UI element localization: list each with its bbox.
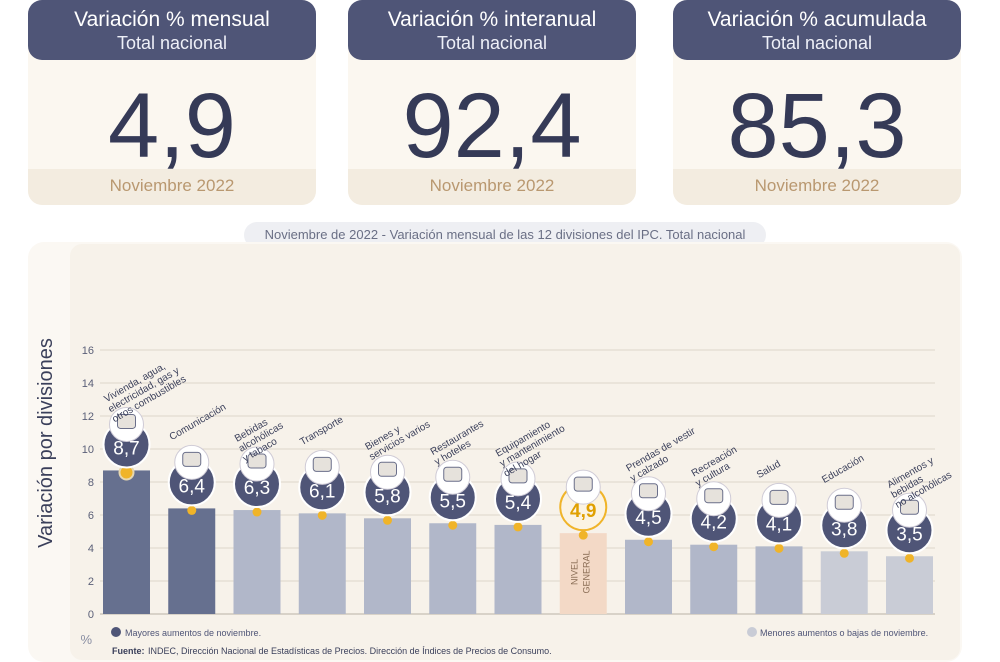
value-dot [578,530,588,540]
umbrella-icon-glyph [704,488,724,504]
medkit-icon-glyph [769,489,789,505]
caption-date: Noviembre de 2022 [264,227,379,242]
bar [103,470,150,614]
phone-icon-glyph [182,451,202,467]
y-axis-label: Variación por divisiones [35,338,57,548]
value-label: 4,9 [570,501,596,522]
legend-label: Mayores aumentos de noviembre. [125,628,261,638]
value-dot [905,553,914,563]
card-monthly: Variación % mensual Total nacional 4,9 N… [28,0,316,205]
value-dot [513,522,523,532]
card-value: 92,4 [402,75,582,177]
bar [494,524,542,614]
card-subtitle: Total nacional [436,33,548,53]
y-tick-label: 12 [82,411,94,423]
scissors-icon-glyph [378,461,397,477]
source-label: Fuente: [112,646,145,656]
card-interannual: Variación % interanual Total nacional 92… [348,0,636,205]
category-label: GENERAL [581,550,591,593]
y-tick-label: 4 [88,543,94,555]
washer-icon-glyph [508,468,528,484]
y-tick-label: 0 [88,609,94,621]
bar [559,533,607,614]
card-header: Variación % acumulada Total nacional [673,0,961,60]
y-unit-label: % [80,632,92,647]
category-label: Salud [755,459,783,481]
card-value: 85,3 [727,75,907,177]
card-period: Noviembre 2022 [28,169,316,205]
value-dot [644,537,653,547]
bar [429,523,477,614]
card-title: Variación % mensual [74,8,270,31]
bar [755,546,803,614]
caption-text: - Variación mensual de las 12 divisiones… [378,227,746,242]
value-dot [252,507,262,517]
value-label: 3,8 [831,519,857,540]
card-title: Variación % acumulada [707,8,927,31]
y-tick-label: 10 [82,444,94,456]
card-value: 4,9 [108,75,236,177]
legend-marker [111,627,121,637]
bar [820,551,868,614]
value-label: 4,1 [766,514,792,535]
card-header: Variación % interanual Total nacional [348,0,636,60]
value-dot [709,542,719,552]
legend-label: Menores aumentos o bajas de noviembre. [760,628,928,638]
category-label: Comunicación [168,402,228,443]
value-dot [774,543,784,553]
bar [625,539,672,614]
value-label: 5,4 [505,493,532,514]
bottles-icon-glyph [247,453,267,469]
bar [886,556,933,614]
value-label: 4,5 [635,508,661,529]
card-header: Variación % mensual Total nacional [28,0,316,60]
bar [690,544,738,614]
category-label: Educación [820,453,866,486]
food-icon-glyph [900,499,919,515]
card-subtitle: Total nacional [116,33,228,53]
y-tick-label: 16 [82,345,94,357]
bar [364,518,411,614]
card-period: Noviembre 2022 [673,169,961,205]
value-label: 5,5 [440,491,466,512]
category-label: Transporte [298,414,345,448]
y-tick-label: 6 [88,510,94,522]
value-dot [839,548,849,558]
card-cumulative: Variación % acumulada Total nacional 85,… [673,0,961,205]
basket-icon-glyph [573,476,593,492]
value-label: 5,8 [374,486,400,507]
bar [168,508,216,614]
category-label: NIVEL [569,559,579,585]
value-dot [383,515,392,525]
source-text: INDEC, Dirección Nacional de Estadística… [148,646,552,656]
y-tick-label: 14 [82,378,94,390]
value-label: 4,2 [701,513,727,534]
y-tick-label: 2 [88,576,94,588]
value-dot [317,510,327,520]
bar [298,513,346,614]
car-icon-glyph [312,456,332,472]
book-icon-glyph [834,494,854,510]
shirt-icon-glyph [639,483,658,499]
legend-marker [747,627,757,637]
value-dot [187,505,197,515]
value-label: 6,4 [179,476,206,497]
value-label: 6,3 [244,478,270,499]
card-subtitle: Total nacional [761,33,873,53]
house-icon-glyph [117,413,136,429]
value-label: 3,5 [896,524,922,545]
card-title: Variación % interanual [387,8,597,31]
value-label: 8,7 [113,438,139,459]
cutlery-icon-glyph [443,466,463,482]
value-label: 6,1 [309,481,335,502]
card-period: Noviembre 2022 [348,169,636,205]
y-tick-label: 8 [88,477,94,489]
value-dot [448,520,458,530]
bar [233,510,281,614]
